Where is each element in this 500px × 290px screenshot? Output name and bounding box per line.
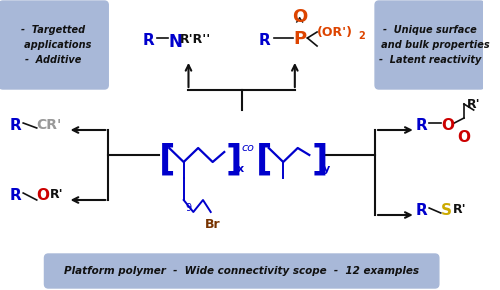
Text: R: R xyxy=(10,118,22,133)
Text: 2: 2 xyxy=(358,31,366,41)
Text: S: S xyxy=(441,203,452,218)
Text: -  Unique surface
   and bulk properties
-  Latent reactivity: - Unique surface and bulk properties - L… xyxy=(371,25,490,65)
Text: y: y xyxy=(323,164,330,174)
FancyBboxPatch shape xyxy=(0,1,108,89)
Text: R: R xyxy=(10,188,22,203)
Text: O: O xyxy=(36,188,50,203)
Text: Platform polymer  -  Wide connectivity scope  -  12 examples: Platform polymer - Wide connectivity sco… xyxy=(64,266,419,276)
Text: O: O xyxy=(457,130,470,145)
Text: 9: 9 xyxy=(186,203,192,213)
Text: R'R'': R'R'' xyxy=(180,33,211,46)
Text: x: x xyxy=(237,164,244,174)
Text: R: R xyxy=(259,33,271,48)
Text: O: O xyxy=(292,8,308,26)
Text: R': R' xyxy=(467,98,480,111)
FancyBboxPatch shape xyxy=(375,1,484,89)
FancyBboxPatch shape xyxy=(44,254,439,288)
Text: R: R xyxy=(143,33,155,48)
Text: [: [ xyxy=(158,143,175,177)
Text: P: P xyxy=(293,30,306,48)
Text: [: [ xyxy=(256,143,272,177)
Text: ]: ] xyxy=(225,143,242,177)
Text: O: O xyxy=(441,118,454,133)
Text: R': R' xyxy=(454,203,467,216)
Text: N: N xyxy=(168,33,182,51)
Text: CR': CR' xyxy=(36,118,62,132)
Text: R': R' xyxy=(50,188,64,201)
Text: R: R xyxy=(416,118,428,133)
Text: (OR'): (OR') xyxy=(317,26,353,39)
Text: R: R xyxy=(416,203,428,218)
Text: co: co xyxy=(242,143,254,153)
Text: ]: ] xyxy=(312,143,328,177)
Text: -  Targetted
   applications
-  Additive: - Targetted applications - Additive xyxy=(14,25,92,65)
Text: Br: Br xyxy=(205,218,220,231)
